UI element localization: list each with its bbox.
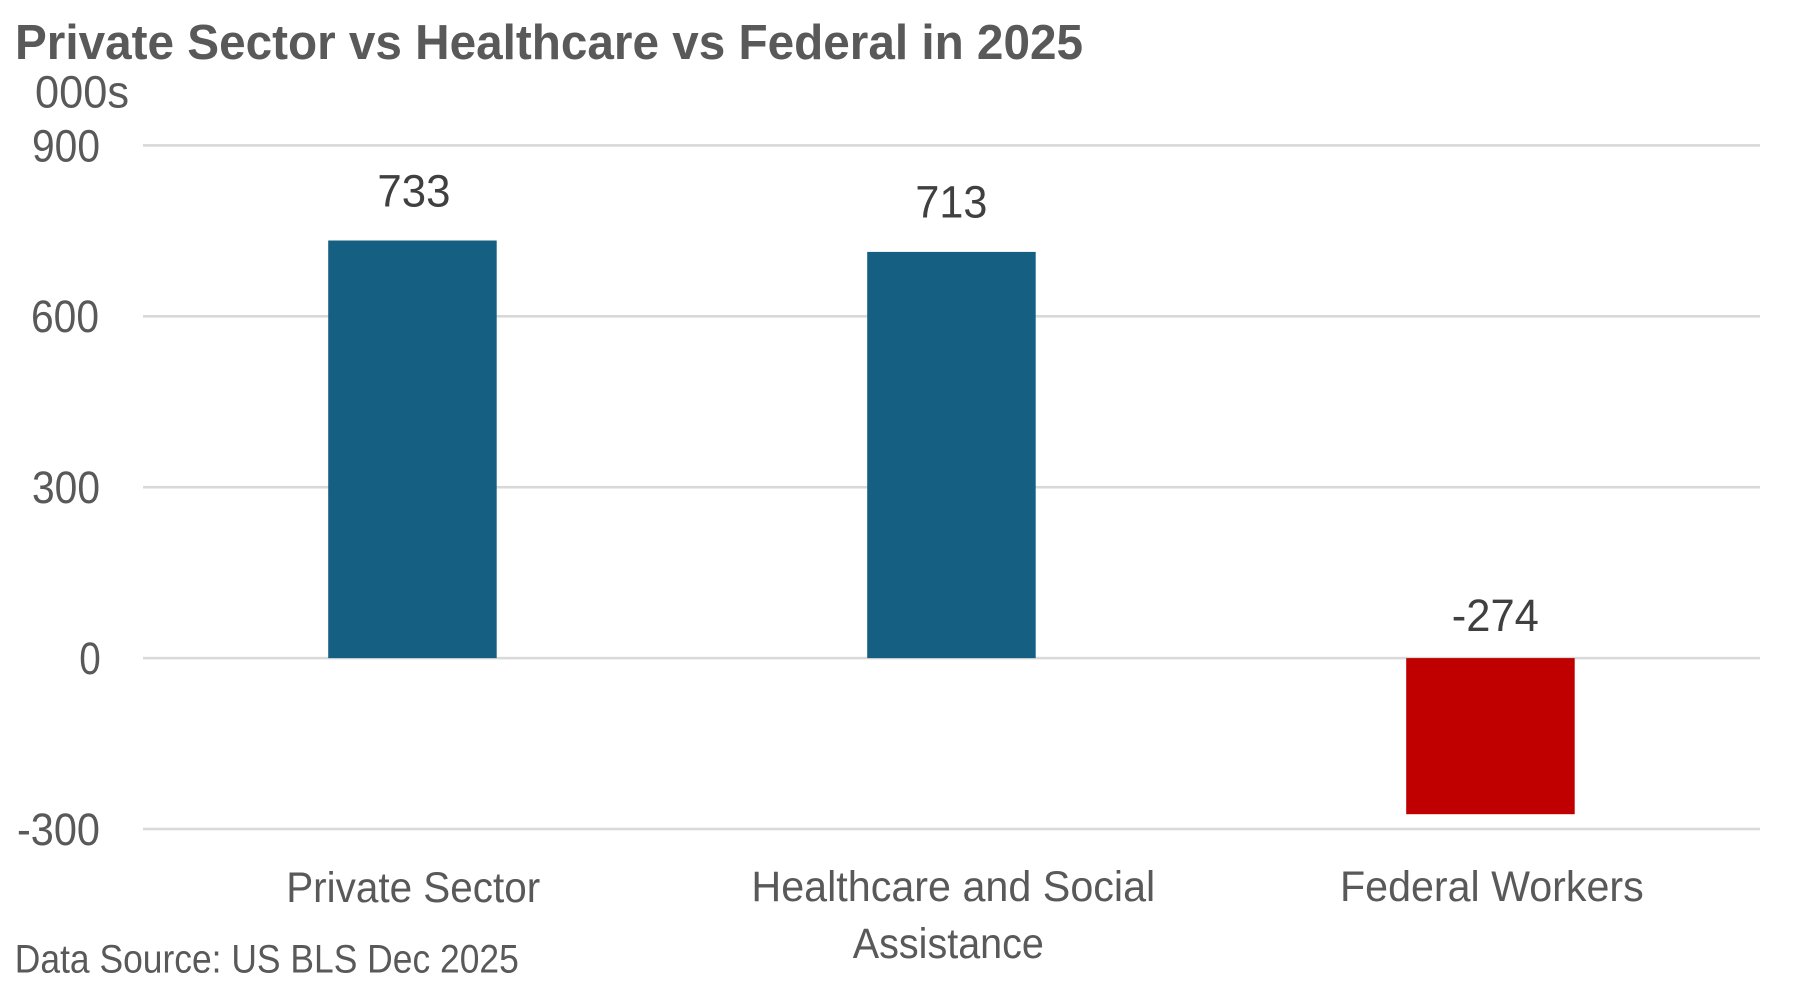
svg-text:300: 300 (32, 462, 100, 513)
svg-text:Assistance: Assistance (853, 921, 1044, 968)
svg-text:Private Sector vs Healthcare v: Private Sector vs Healthcare vs Federal … (15, 16, 1083, 70)
svg-text:900: 900 (32, 120, 100, 171)
svg-text:713: 713 (915, 177, 987, 228)
svg-text:733: 733 (377, 165, 450, 216)
svg-text:Private Sector: Private Sector (286, 865, 540, 912)
svg-text:-274: -274 (1452, 590, 1539, 641)
svg-text:-300: -300 (17, 804, 100, 855)
svg-text:Healthcare and Social: Healthcare and Social (751, 864, 1155, 911)
svg-text:600: 600 (31, 291, 99, 342)
svg-text:0: 0 (79, 633, 101, 684)
svg-text:000s: 000s (35, 67, 129, 118)
svg-text:Data Source: US BLS Dec 2025: Data Source: US BLS Dec 2025 (15, 937, 519, 981)
svg-text:Federal Workers: Federal Workers (1340, 864, 1644, 911)
